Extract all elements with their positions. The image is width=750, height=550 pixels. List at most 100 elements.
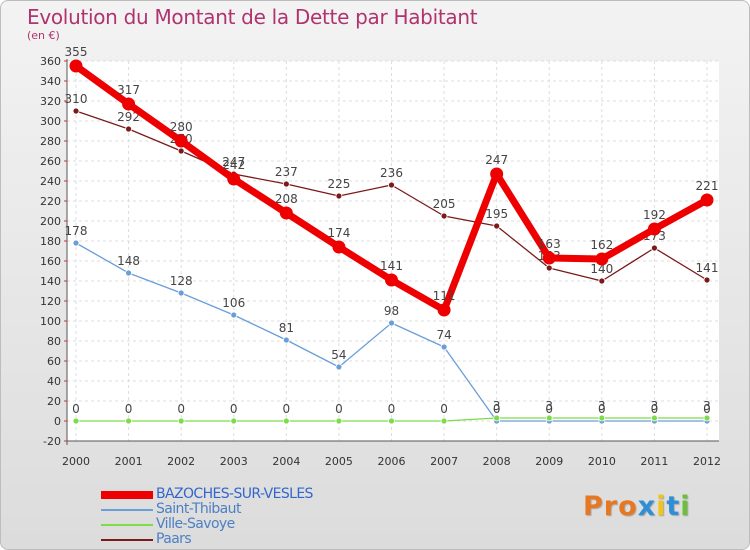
data-point: [227, 172, 241, 186]
legend-item: Ville-Savoye: [101, 517, 313, 532]
data-point: [230, 417, 238, 425]
data-label: 0: [335, 402, 343, 416]
data-label: 310: [65, 92, 88, 106]
data-label: 0: [230, 402, 238, 416]
data-label: 3: [598, 399, 606, 413]
y-tick-label: 200: [40, 215, 61, 228]
data-point: [542, 251, 556, 265]
data-point: [72, 417, 80, 425]
data-point: [651, 414, 658, 422]
data-point: [332, 240, 346, 254]
data-point: [703, 414, 711, 422]
data-point: [72, 239, 80, 247]
logo-letter: x: [637, 491, 657, 522]
data-point: [651, 244, 658, 252]
data-label: 221: [696, 179, 719, 193]
data-label: 0: [388, 402, 396, 416]
data-point: [440, 417, 448, 425]
legend-item: BAZOCHES-SUR-VESLES: [101, 487, 313, 502]
logo-letter: i: [680, 491, 691, 522]
x-tick-label: 2012: [693, 455, 721, 468]
y-tick-label: 100: [40, 315, 61, 328]
y-tick-label: 20: [47, 395, 61, 408]
data-label: 128: [170, 274, 193, 288]
data-point: [125, 269, 132, 277]
x-tick-label: 2007: [430, 455, 458, 468]
data-point: [125, 125, 132, 133]
proxiti-logo: Proxiti: [583, 491, 691, 522]
legend-label: Ville-Savoye: [156, 516, 235, 532]
logo-letter: i: [656, 491, 667, 522]
x-tick-label: 2003: [220, 455, 248, 468]
x-tick-label: 2001: [115, 455, 143, 468]
data-point: [493, 222, 501, 230]
data-label: 54: [331, 348, 346, 362]
data-label: 3: [703, 399, 711, 413]
data-label: 225: [327, 177, 350, 191]
data-point: [388, 181, 395, 189]
data-point: [700, 193, 714, 207]
data-point: [545, 414, 553, 422]
y-tick-label: 180: [40, 235, 61, 248]
x-tick-label: 2005: [325, 455, 353, 468]
data-label: 3: [545, 399, 553, 413]
x-tick-label: 2011: [640, 455, 668, 468]
legend-item: Saint-Thibaut: [101, 502, 313, 517]
data-label: 242: [222, 158, 245, 172]
data-label: 0: [440, 402, 448, 416]
data-point: [122, 97, 136, 111]
logo-letter: o: [618, 491, 638, 522]
data-label: 317: [117, 83, 140, 97]
data-label: 140: [590, 262, 613, 276]
data-label: 205: [433, 197, 456, 211]
data-point: [335, 363, 343, 371]
legend-label: BAZOCHES-SUR-VESLES: [156, 486, 313, 502]
data-label: 0: [283, 402, 291, 416]
data-point: [125, 417, 132, 425]
data-label: 237: [275, 165, 298, 179]
data-point: [177, 147, 185, 155]
y-tick-label: 360: [40, 55, 61, 68]
data-label: 0: [493, 402, 501, 416]
legend-swatch: [101, 523, 153, 526]
data-label: 0: [545, 402, 553, 416]
y-tick-label: 140: [40, 275, 61, 288]
y-tick-label: 120: [40, 295, 61, 308]
y-tick-label: 260: [40, 155, 61, 168]
x-tick-label: 2010: [588, 455, 616, 468]
data-point: [440, 343, 448, 351]
data-label: 355: [65, 45, 88, 59]
data-point: [174, 134, 188, 148]
y-tick-label: 340: [40, 75, 61, 88]
data-label: 0: [703, 402, 711, 416]
data-label: 208: [275, 192, 298, 206]
data-label: 0: [72, 402, 80, 416]
data-point: [282, 336, 290, 344]
data-point: [647, 222, 661, 236]
y-tick-label: 220: [40, 195, 61, 208]
data-point: [388, 319, 395, 327]
data-label: 195: [485, 207, 508, 221]
data-point: [598, 277, 606, 285]
data-label: 247: [485, 153, 508, 167]
data-point: [72, 107, 80, 115]
data-point: [598, 414, 606, 422]
data-label: 162: [590, 238, 613, 252]
y-tick-label: 280: [40, 135, 61, 148]
data-label: 280: [170, 120, 193, 134]
x-tick-label: 2008: [483, 455, 511, 468]
legend-swatch: [101, 538, 153, 541]
y-tick-label: 60: [47, 355, 61, 368]
data-label: 106: [222, 296, 245, 310]
legend-item: Paars: [101, 532, 313, 547]
y-tick-label: 320: [40, 95, 61, 108]
data-label: 163: [538, 237, 561, 251]
data-label: 292: [117, 110, 140, 124]
data-label: 174: [327, 226, 350, 240]
legend: BAZOCHES-SUR-VESLES Saint-Thibaut Ville-Sa…: [101, 487, 313, 547]
data-label: 192: [643, 208, 666, 222]
legend-swatch: [101, 490, 153, 499]
data-point: [335, 417, 343, 425]
y-tick-label: -20: [43, 435, 61, 448]
